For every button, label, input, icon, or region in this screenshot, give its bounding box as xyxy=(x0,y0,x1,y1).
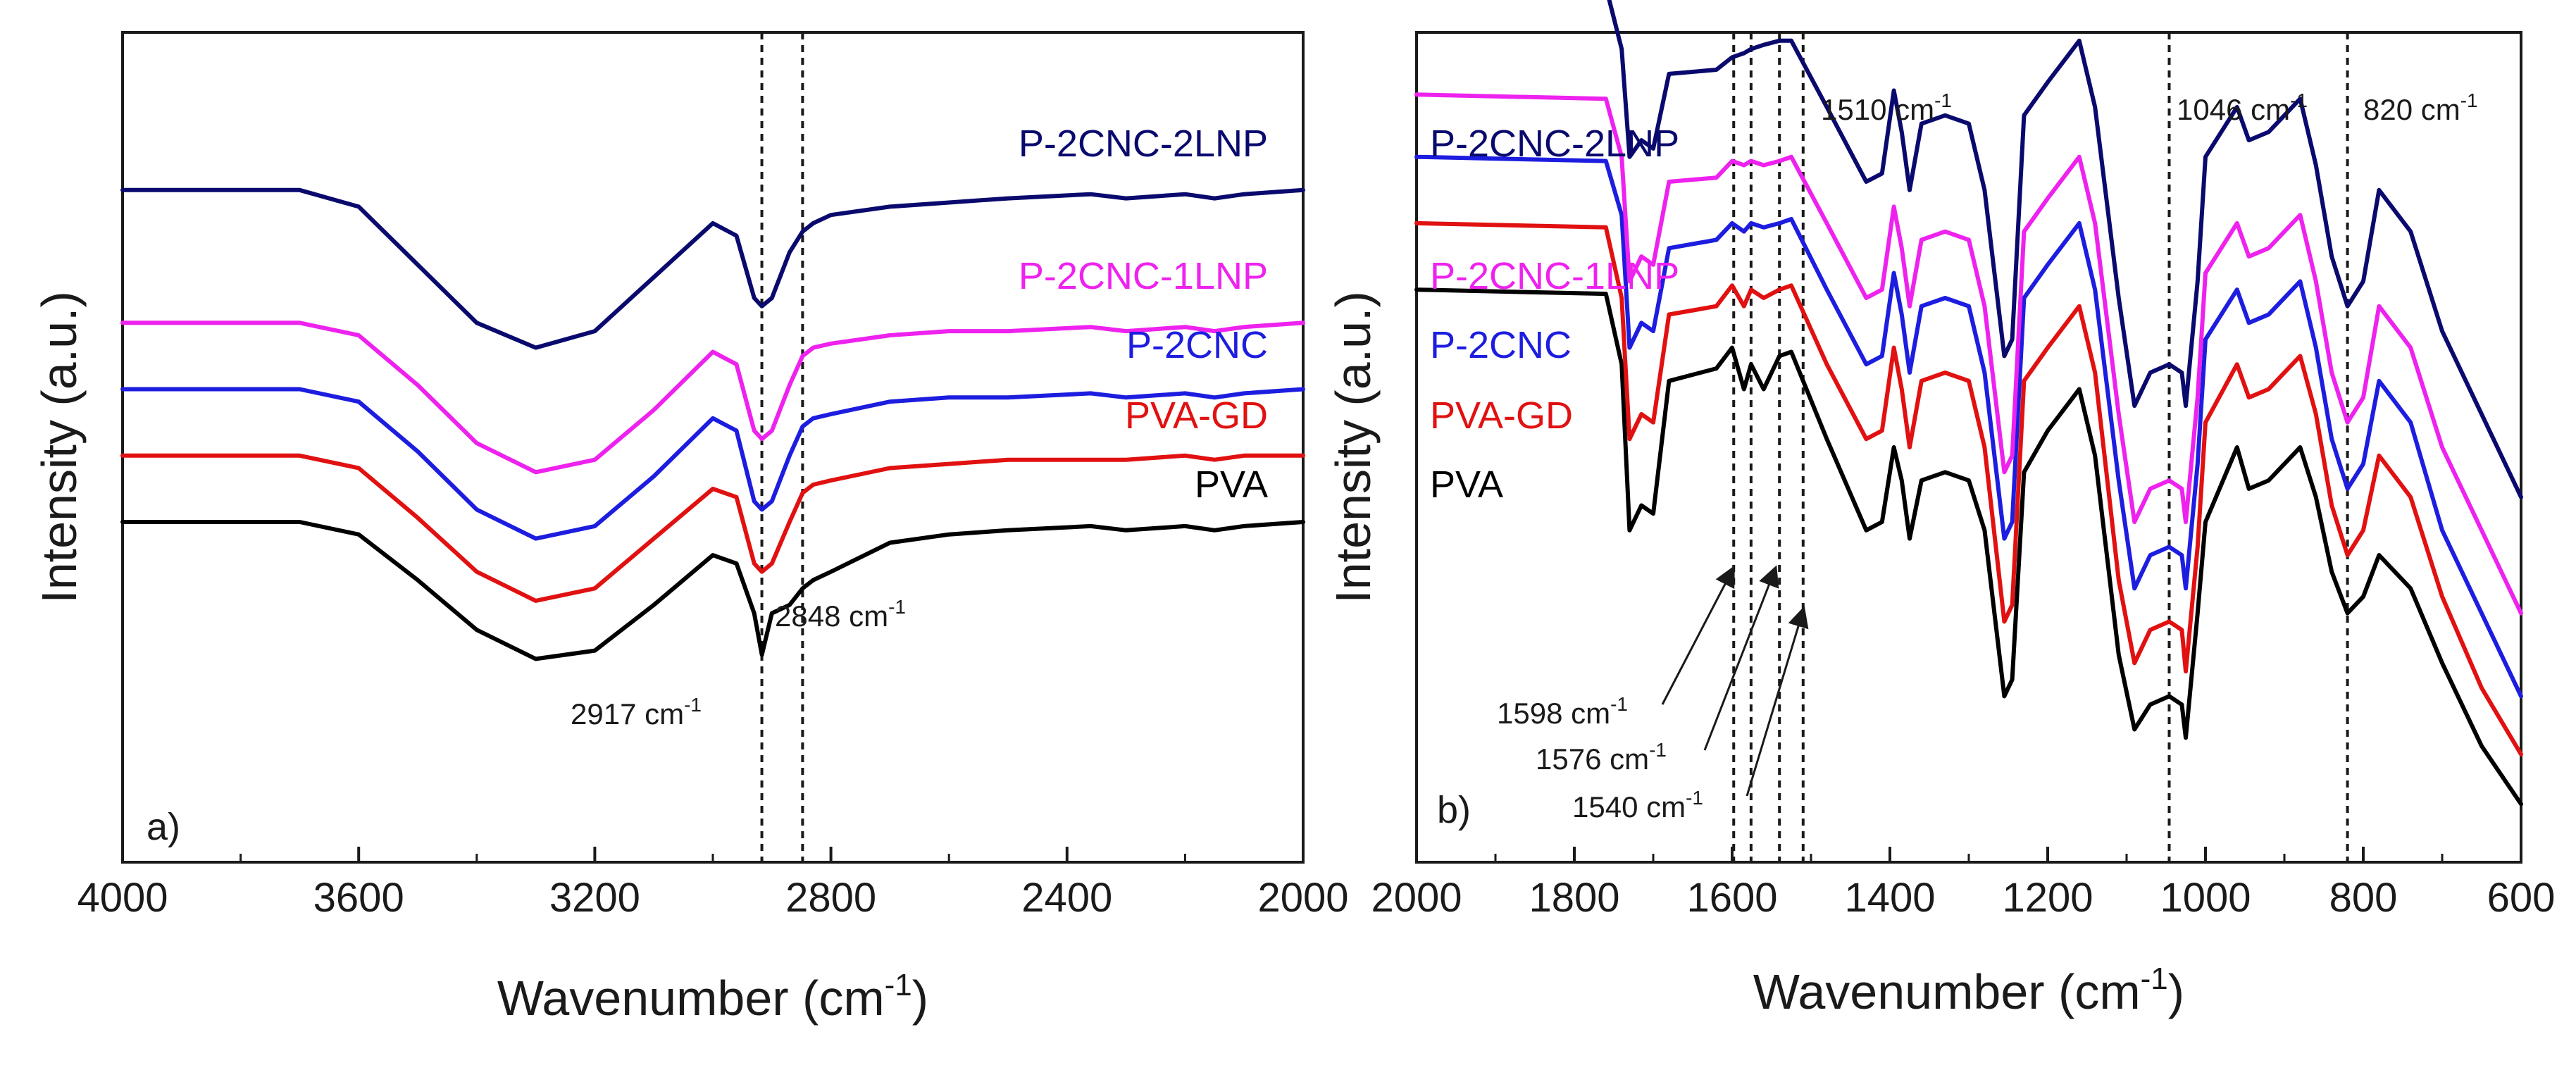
peak-annotation: 1046 cm-1 xyxy=(2177,89,2308,126)
series-line-p-2cnc-2lnp xyxy=(120,187,1305,350)
series-line-p-2cnc-2lnp xyxy=(1607,0,2523,499)
legend-label: P-2CNC xyxy=(1430,324,1572,366)
peak-annotation: 820 cm-1 xyxy=(2363,89,2478,126)
x-tick-label: 1000 xyxy=(2160,875,2251,921)
panel-a-annotations: 2917 cm-1 2848 cm-1 xyxy=(571,596,906,730)
panel-a-legend: P-2CNC-2LNP P-2CNC-1LNP P-2CNC PVA-GD PVA xyxy=(1019,123,1268,506)
series-line-p-2cnc xyxy=(120,387,1305,541)
x-tick-label: 600 xyxy=(2487,875,2556,921)
panel-a-tag: a) xyxy=(147,806,180,848)
series-line-p-2cnc xyxy=(1414,154,2523,699)
panel-a: 4000 3600 3200 2800 2400 2000 P-2CNC-2LNPP-2C… xyxy=(32,31,1349,1026)
legend-label: P-2CNC-1LNP xyxy=(1019,255,1268,297)
x-tick-label: 2800 xyxy=(785,875,876,921)
panel-b-series xyxy=(1414,0,2523,807)
legend-label: PVA-GD xyxy=(1430,394,1573,437)
legend-label: P-2CNC xyxy=(1126,324,1268,366)
legend-label: P-2CNC-2LNP xyxy=(1430,123,1679,165)
annotation-arrow xyxy=(1703,565,1779,751)
x-tick-label: 2400 xyxy=(1021,875,1112,921)
legend-label: PVA xyxy=(1430,464,1503,506)
x-tick-label: 1400 xyxy=(1844,875,1935,921)
x-tick-label: 3200 xyxy=(549,875,640,921)
legend-label: P-2CNC-2LNP xyxy=(1019,123,1268,165)
peak-annotation: 1540 cm-1 xyxy=(1572,787,1703,823)
series-line-p-2cnc-1lnp xyxy=(1414,92,2523,616)
panel-a-x-ticks: 4000 3600 3200 2800 2400 2000 xyxy=(77,847,1349,921)
x-tick-label: 4000 xyxy=(77,875,168,921)
annotation-arrow xyxy=(1746,606,1809,797)
x-tick-label: 3600 xyxy=(313,875,404,921)
panel-a-series xyxy=(120,187,1305,661)
panel-a-reference-lines xyxy=(760,32,804,862)
panel-a-y-axis-title: Intensity (a.u.) xyxy=(32,291,87,604)
panel-b-y-axis-title: Intensity (a.u.) xyxy=(1326,291,1381,604)
panel-b-annotations: 1510 cm-1 1046 cm-1 820 cm-1 1598 cm-1 1576 … xyxy=(1497,89,2478,823)
panel-b-legend: P-2CNC-2LNP P-2CNC-1LNP P-2CNC PVA-GD PVA xyxy=(1430,123,1679,506)
peak-annotation: 2848 cm-1 xyxy=(775,596,906,633)
panel-b-x-axis-title: Wavenumber (cm-1) xyxy=(1753,962,2184,1019)
peak-annotation: 1576 cm-1 xyxy=(1536,739,1667,776)
panel-b: 2000 1800 1600 1400 1200 1000 800 600 P-2CNC-2L… xyxy=(1326,0,2555,1019)
x-tick-label: 1200 xyxy=(2002,875,2093,921)
peak-annotation: 1598 cm-1 xyxy=(1497,693,1628,730)
x-tick-label: 800 xyxy=(2329,875,2398,921)
panel-a-x-axis-title: Wavenumber (cm-1) xyxy=(497,968,928,1026)
panel-b-tag: b) xyxy=(1437,789,1471,831)
series-line-pva xyxy=(120,520,1305,661)
peak-annotation: 2917 cm-1 xyxy=(571,694,702,730)
annotation-arrow xyxy=(1661,565,1735,705)
series-line-pva-gd xyxy=(120,453,1305,603)
x-tick-label: 2000 xyxy=(1371,875,1462,921)
legend-label: PVA xyxy=(1195,464,1268,506)
legend-label: PVA-GD xyxy=(1125,394,1268,437)
series-line-pva-gd xyxy=(1414,220,2523,757)
panel-b-x-ticks: 2000 1800 1600 1400 1200 1000 800 600 xyxy=(1371,847,2555,921)
panel-b-reference-lines xyxy=(1732,32,2349,862)
x-tick-label: 1800 xyxy=(1529,875,1619,921)
series-line-p-2cnc-1lnp xyxy=(120,321,1305,475)
x-tick-label: 1600 xyxy=(1686,875,1777,921)
peak-annotation: 1510 cm-1 xyxy=(1821,89,1952,126)
x-tick-label: 2000 xyxy=(1257,875,1348,921)
series-line-pva xyxy=(1414,287,2523,807)
legend-label: P-2CNC-1LNP xyxy=(1430,255,1679,297)
